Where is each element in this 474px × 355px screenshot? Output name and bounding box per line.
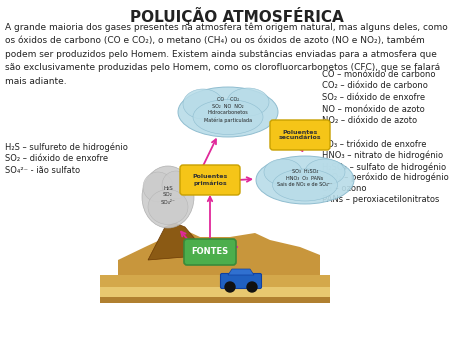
Text: O₃ – ozono: O₃ – ozono [322, 184, 366, 193]
Text: A grande maioria dos gases presentes na atmosfera têm origem natural, mas alguns: A grande maioria dos gases presentes na … [5, 23, 448, 33]
Ellipse shape [305, 159, 345, 185]
FancyBboxPatch shape [270, 120, 330, 150]
Text: os óxidos de carbono (CO e CO₂), o metano (CH₄) ou os óxidos de azoto (NO e NO₂): os óxidos de carbono (CO e CO₂), o metan… [5, 37, 425, 45]
Polygon shape [100, 297, 330, 303]
Text: SO₂ – dióxido de enxofre: SO₂ – dióxido de enxofre [322, 93, 425, 102]
Ellipse shape [178, 87, 278, 137]
FancyBboxPatch shape [184, 239, 236, 265]
Text: NO₂ – dióxido de azoto: NO₂ – dióxido de azoto [322, 116, 417, 125]
Polygon shape [100, 275, 330, 287]
Polygon shape [148, 223, 200, 260]
Text: SO₃  H₂SO₄
HNO₃  O₃  PANs
Sais de NO₂ e de SO₄²⁻: SO₃ H₂SO₄ HNO₃ O₃ PANs Sais de NO₂ e de … [277, 169, 333, 187]
Text: SO₂ – dióxido de enxofre: SO₂ – dióxido de enxofre [5, 154, 108, 163]
Text: H₂O₂ – peróxido de hidrogénio: H₂O₂ – peróxido de hidrogénio [322, 173, 449, 182]
Text: CO    CO₂
SO₂  NO  NO₂
Hidrocarbonetos
Matéria particulada: CO CO₂ SO₂ NO NO₂ Hidrocarbonetos Matéri… [204, 97, 252, 123]
Ellipse shape [148, 190, 188, 224]
Text: CO – monóxido de carbono: CO – monóxido de carbono [322, 70, 436, 79]
Text: SO₃ – trióxido de enxofre: SO₃ – trióxido de enxofre [322, 140, 427, 149]
Circle shape [225, 282, 235, 292]
Ellipse shape [256, 156, 354, 204]
Text: H₂SO₄ – sulfato de hidrogénio: H₂SO₄ – sulfato de hidrogénio [322, 162, 446, 171]
Text: mais adiante.: mais adiante. [5, 77, 67, 86]
Text: PANs – peroxiacetilonitratos: PANs – peroxiacetilonitratos [322, 195, 439, 204]
FancyBboxPatch shape [220, 273, 262, 289]
Text: podem ser produzidos pelo Homem. Existem ainda substâncias enviadas para a atmos: podem ser produzidos pelo Homem. Existem… [5, 50, 437, 59]
Polygon shape [118, 230, 320, 275]
Ellipse shape [193, 99, 263, 135]
Ellipse shape [142, 166, 194, 228]
Polygon shape [100, 287, 330, 297]
Text: são exclusivamente produzidas pelo Homem, como os clorofluorcarbonetos (CFC), qu: são exclusivamente produzidas pelo Homem… [5, 64, 440, 72]
Ellipse shape [162, 171, 190, 199]
Polygon shape [228, 269, 254, 275]
Text: NO – monóxido de azoto: NO – monóxido de azoto [322, 104, 425, 114]
Circle shape [247, 282, 257, 292]
Ellipse shape [143, 172, 173, 202]
Text: H₂S
SO₂
SO₄²⁻: H₂S SO₂ SO₄²⁻ [161, 186, 175, 204]
Text: FONTES: FONTES [191, 247, 228, 257]
Text: Poluentes
secundários: Poluentes secundários [279, 130, 321, 140]
Text: POLUIÇÃO ATMOSFÉRICA: POLUIÇÃO ATMOSFÉRICA [130, 7, 344, 25]
Text: HNO₃ – nitrato de hidrogénio: HNO₃ – nitrato de hidrogénio [322, 151, 443, 160]
Text: SO₄²⁻ - ião sulfato: SO₄²⁻ - ião sulfato [5, 166, 80, 175]
Ellipse shape [183, 89, 223, 119]
Ellipse shape [264, 159, 302, 185]
Text: CO₂ – dióxido de carbono: CO₂ – dióxido de carbono [322, 82, 428, 91]
Ellipse shape [273, 169, 337, 201]
Text: H₂S – sulfureto de hidrogénio: H₂S – sulfureto de hidrogénio [5, 142, 128, 152]
FancyBboxPatch shape [180, 165, 240, 195]
Ellipse shape [227, 88, 269, 116]
Text: Poluentes
primários: Poluentes primários [192, 174, 228, 186]
